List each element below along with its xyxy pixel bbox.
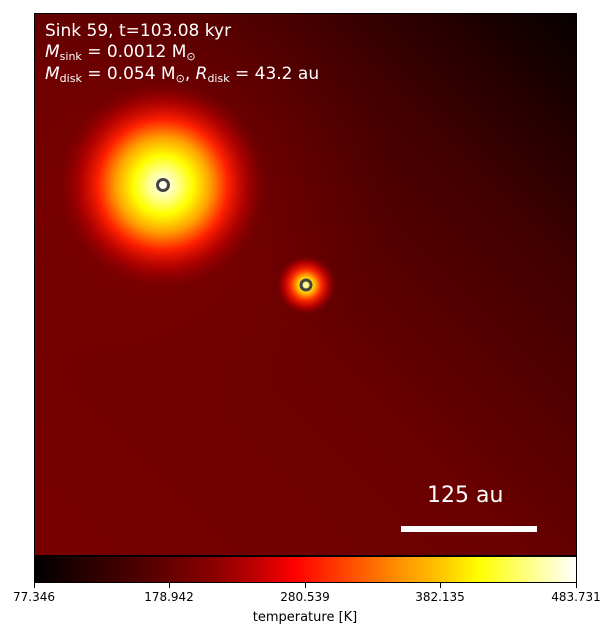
disk-mass-symbol: M	[45, 64, 60, 84]
sink-mass-label: Msink = 0.0012 M⊙	[45, 42, 196, 63]
scale-bar	[401, 526, 537, 532]
colorbar-tick	[440, 583, 441, 588]
scale-bar-label: 125 au	[427, 483, 504, 508]
primary-sink-marker	[156, 178, 170, 192]
secondary-hot-region	[276, 255, 336, 315]
colorbar-tick-label: 382.135	[415, 590, 465, 604]
primary-hot-region	[58, 80, 268, 290]
colorbar	[34, 556, 577, 583]
colorbar-tick	[576, 583, 577, 588]
disk-mass-value: = 0.054 M	[81, 64, 176, 84]
disk-properties-label: Mdisk = 0.054 M⊙, Rdisk = 43.2 au	[45, 64, 319, 85]
disk-mass-subscript: disk	[59, 72, 82, 85]
title-line: Sink 59, t=103.08 kyr	[45, 21, 232, 41]
colorbar-label: temperature [K]	[252, 610, 358, 625]
sink-mass-unit-subscript: ⊙	[186, 50, 196, 63]
colorbar-tick-label: 178.942	[144, 590, 194, 604]
sink-mass-symbol: M	[45, 42, 60, 62]
disk-radius-subscript: disk	[207, 72, 230, 85]
colorbar-tick-label: 77.346	[13, 590, 55, 604]
temperature-map: Sink 59, t=103.08 kyr Msink = 0.0012 M⊙ …	[34, 13, 577, 556]
colorbar-tick	[305, 583, 306, 588]
colorbar-tick	[34, 583, 35, 588]
colorbar-tick	[169, 583, 170, 588]
colorbar-tick-label: 280.539	[280, 590, 330, 604]
disk-mass-unit-subscript: ⊙	[175, 72, 185, 85]
sink-mass-value: = 0.0012 M	[81, 42, 187, 62]
disk-radius-value: = 43.2 au	[229, 64, 320, 84]
sink-mass-subscript: sink	[59, 50, 82, 63]
colorbar-tick-label: 483.731	[551, 590, 601, 604]
disk-radius-symbol: R	[195, 64, 208, 84]
secondary-sink-marker	[299, 278, 313, 292]
temperature-field	[35, 14, 576, 555]
disk-radius-separator: ,	[184, 64, 196, 84]
